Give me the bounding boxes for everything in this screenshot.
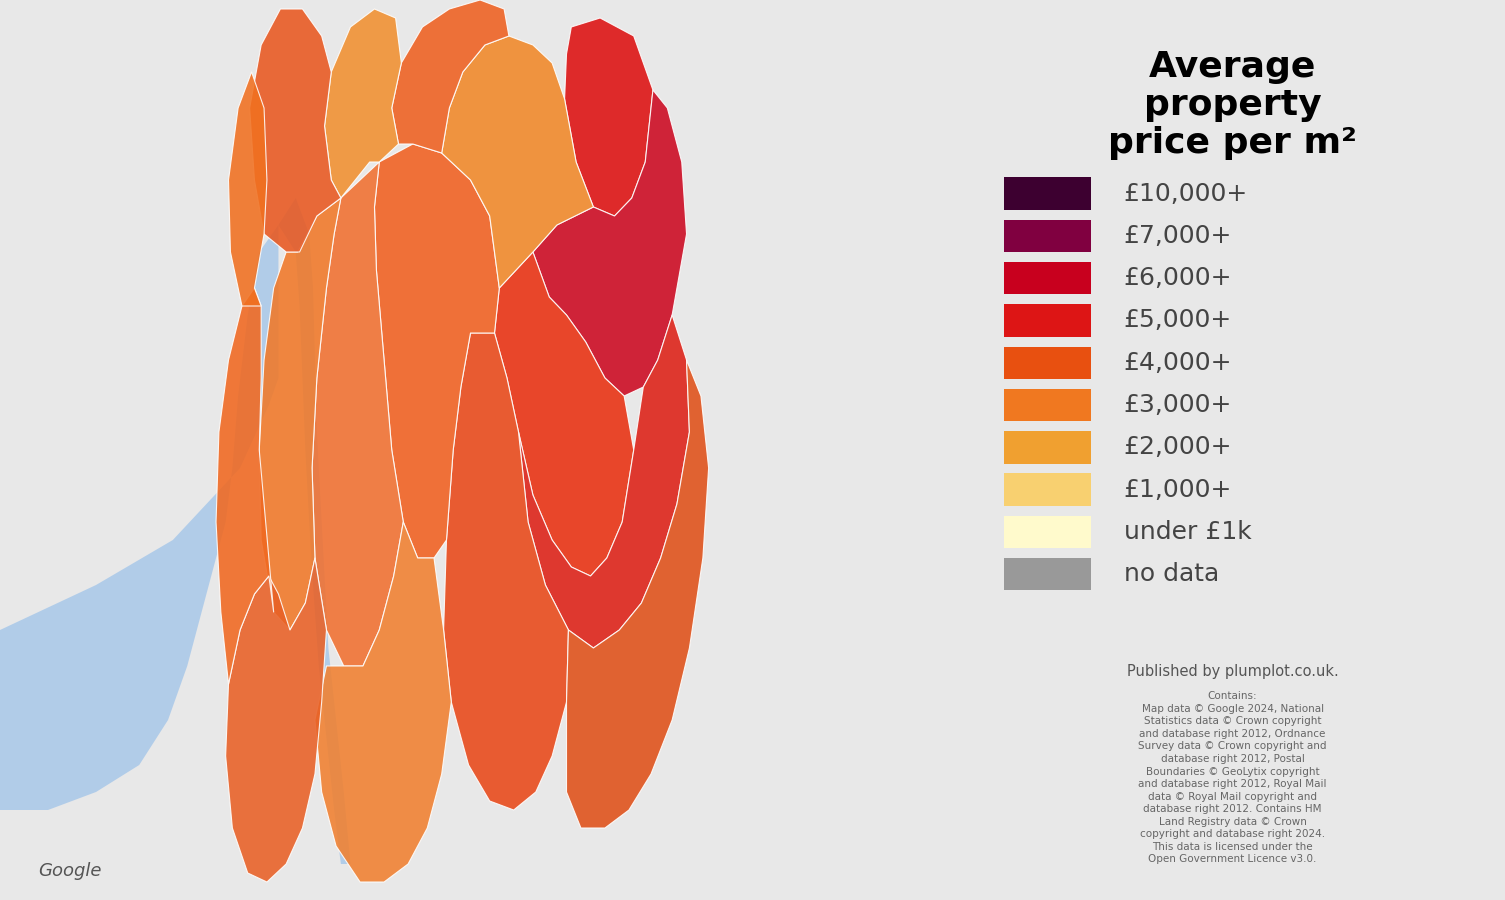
Text: £3,000+: £3,000+ [1124, 393, 1233, 417]
Text: under £1k: under £1k [1124, 520, 1251, 544]
Text: £5,000+: £5,000+ [1124, 309, 1233, 332]
Text: £7,000+: £7,000+ [1124, 224, 1233, 248]
FancyBboxPatch shape [1004, 220, 1091, 252]
FancyBboxPatch shape [1004, 346, 1091, 379]
FancyBboxPatch shape [1004, 431, 1091, 464]
Text: Google: Google [39, 862, 102, 880]
FancyBboxPatch shape [1004, 262, 1091, 294]
Text: £10,000+: £10,000+ [1124, 182, 1248, 205]
Text: £1,000+: £1,000+ [1124, 478, 1233, 501]
FancyBboxPatch shape [1004, 177, 1091, 210]
Text: no data: no data [1124, 562, 1219, 586]
FancyBboxPatch shape [1004, 304, 1091, 337]
Text: Average
property
price per m²: Average property price per m² [1108, 50, 1358, 159]
Text: £4,000+: £4,000+ [1124, 351, 1233, 374]
Text: Contains:
Map data © Google 2024, National
Statistics data © Crown copyright
and: Contains: Map data © Google 2024, Nation… [1138, 691, 1327, 865]
Text: £2,000+: £2,000+ [1124, 436, 1233, 459]
FancyBboxPatch shape [1004, 558, 1091, 590]
FancyBboxPatch shape [1004, 516, 1091, 548]
FancyBboxPatch shape [1004, 389, 1091, 421]
FancyBboxPatch shape [1004, 473, 1091, 506]
Text: £6,000+: £6,000+ [1124, 266, 1233, 290]
Text: Published by plumplot.co.uk.: Published by plumplot.co.uk. [1127, 664, 1338, 680]
